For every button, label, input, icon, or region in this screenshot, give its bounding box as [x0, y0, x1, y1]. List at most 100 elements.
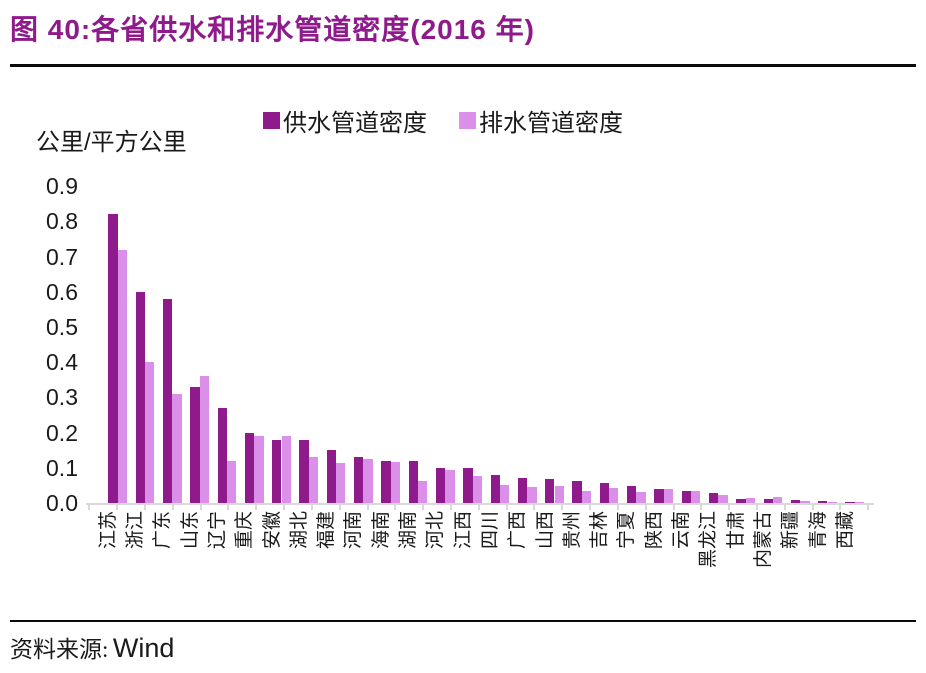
bar-drainage-辽宁 — [226, 461, 237, 503]
x-axis-tick — [116, 503, 119, 510]
bar-supply-河南 — [354, 457, 364, 503]
y-tick-label: 0.2 — [46, 419, 78, 446]
x-axis-tick — [450, 503, 452, 510]
x-tick-label-湖北: 湖北 — [288, 511, 310, 550]
bar-supply-吉林 — [599, 483, 610, 503]
bar-drainage-浙江 — [145, 362, 155, 503]
y-tick-label: 0.4 — [46, 349, 78, 376]
x-axis-tick — [644, 503, 647, 510]
bar-supply-湖南 — [408, 461, 418, 503]
x-tick-label-湖南: 湖南 — [398, 511, 419, 550]
x-axis-tick — [171, 503, 174, 510]
x-tick-label-云南: 云南 — [671, 511, 692, 550]
x-tick-label-河南: 河南 — [343, 511, 365, 550]
x-tick-label-浙江: 浙江 — [125, 511, 146, 550]
x-tick-label-吉林: 吉林 — [589, 511, 611, 550]
bar-supply-广东 — [162, 299, 173, 503]
x-axis-tick — [533, 503, 536, 510]
bar-drainage-海南 — [390, 462, 401, 503]
y-tick-label: 0.7 — [46, 243, 78, 270]
x-axis-tick — [728, 503, 731, 510]
bar-supply-陕西 — [654, 489, 664, 503]
legend-item-1: 排水管道密度 — [459, 103, 623, 138]
bar-drainage-陕西 — [663, 489, 674, 503]
x-tick-label-新疆: 新疆 — [780, 511, 802, 550]
x-axis-tick — [867, 503, 870, 510]
x-tick-label-安徽: 安徽 — [261, 511, 283, 550]
bar-drainage-安徽 — [281, 436, 291, 503]
bar-drainage-吉林 — [609, 488, 619, 503]
x-tick-label-青海: 青海 — [807, 511, 829, 550]
bar-supply-福建 — [326, 450, 337, 503]
figure-title: 图 40:各省供水和排水管道密度(2016 年) — [10, 14, 535, 45]
bar-supply-辽宁 — [217, 408, 227, 503]
x-tick-label-贵州: 贵州 — [561, 511, 583, 550]
x-tick-label-甘肃: 甘肃 — [725, 511, 747, 550]
x-tick-label-四川: 四川 — [479, 511, 501, 550]
bar-drainage-广西 — [527, 487, 537, 503]
bar-supply-四川 — [490, 475, 500, 503]
bar-supply-宁夏 — [627, 486, 637, 503]
bar-drainage-内蒙古 — [772, 497, 783, 503]
bar-drainage-宁夏 — [636, 492, 646, 503]
bar-supply-湖北 — [299, 440, 309, 503]
x-axis-tick — [422, 503, 425, 510]
x-axis-tick — [700, 503, 703, 510]
bar-supply-重庆 — [244, 433, 255, 503]
bar-drainage-甘肃 — [745, 498, 755, 503]
bar-drainage-黑龙江 — [718, 495, 728, 503]
bar-drainage-江西 — [472, 476, 482, 503]
bar-supply-江苏 — [108, 214, 118, 503]
bar-drainage-四川 — [499, 485, 510, 503]
bar-supply-黑龙江 — [708, 493, 719, 503]
x-axis-tick — [783, 503, 786, 510]
bar-drainage-湖南 — [418, 481, 428, 503]
bar-supply-海南 — [381, 461, 391, 503]
x-axis-tick — [505, 503, 508, 510]
bar-drainage-河南 — [363, 459, 373, 503]
legend-label-1: 排水管道密度 — [479, 110, 623, 137]
bar-supply-安徽 — [272, 440, 282, 503]
y-tick-label: 0.0 — [46, 490, 78, 516]
bar-drainage-贵州 — [581, 491, 592, 503]
bar-supply-河北 — [435, 468, 446, 503]
x-axis-tick — [839, 503, 842, 510]
bar-supply-甘肃 — [736, 499, 746, 503]
y-tick-label: 0.9 — [46, 173, 78, 200]
y-tick-label: 0.8 — [46, 208, 78, 235]
x-axis-line — [86, 503, 874, 505]
x-tick-label-辽宁: 辽宁 — [206, 511, 228, 550]
x-tick-label-陕西: 陕西 — [643, 511, 665, 550]
bar-drainage-山西 — [554, 486, 564, 503]
source-value: Wind — [112, 633, 175, 663]
bar-supply-广西 — [517, 478, 528, 503]
bar-supply-江西 — [463, 468, 473, 503]
x-axis-tick — [811, 503, 814, 510]
x-tick-label-山东: 山东 — [179, 511, 201, 550]
chart-legend: 供水管道密度 排水管道密度 — [263, 103, 623, 138]
x-axis-tick — [561, 503, 564, 510]
bar-supply-山西 — [545, 479, 555, 503]
legend-swatch-1 — [459, 112, 476, 129]
x-axis-tick — [199, 503, 202, 510]
x-axis-tick — [88, 503, 91, 510]
x-tick-label-河北: 河北 — [425, 511, 447, 550]
y-tick-label: 0.3 — [46, 384, 78, 411]
source-label: 资料来源: — [10, 637, 109, 662]
x-axis-tick — [477, 503, 480, 510]
x-tick-label-江西: 江西 — [452, 511, 474, 550]
bar-drainage-西藏 — [854, 502, 865, 503]
legend-item-0: 供水管道密度 — [263, 103, 427, 138]
y-axis-unit-label: 公里/平方公里 — [36, 129, 187, 156]
bar-drainage-江苏 — [117, 250, 128, 503]
bar-drainage-新疆 — [800, 501, 810, 503]
x-axis-tick — [310, 503, 313, 510]
bar-drainage-云南 — [691, 491, 701, 503]
x-axis-tick — [143, 503, 146, 510]
bar-drainage-福建 — [336, 463, 346, 503]
title-divider — [10, 64, 916, 67]
y-tick-label: 0.5 — [46, 314, 78, 340]
x-axis-tick — [255, 503, 258, 510]
y-tick-label: 0.1 — [46, 454, 78, 481]
